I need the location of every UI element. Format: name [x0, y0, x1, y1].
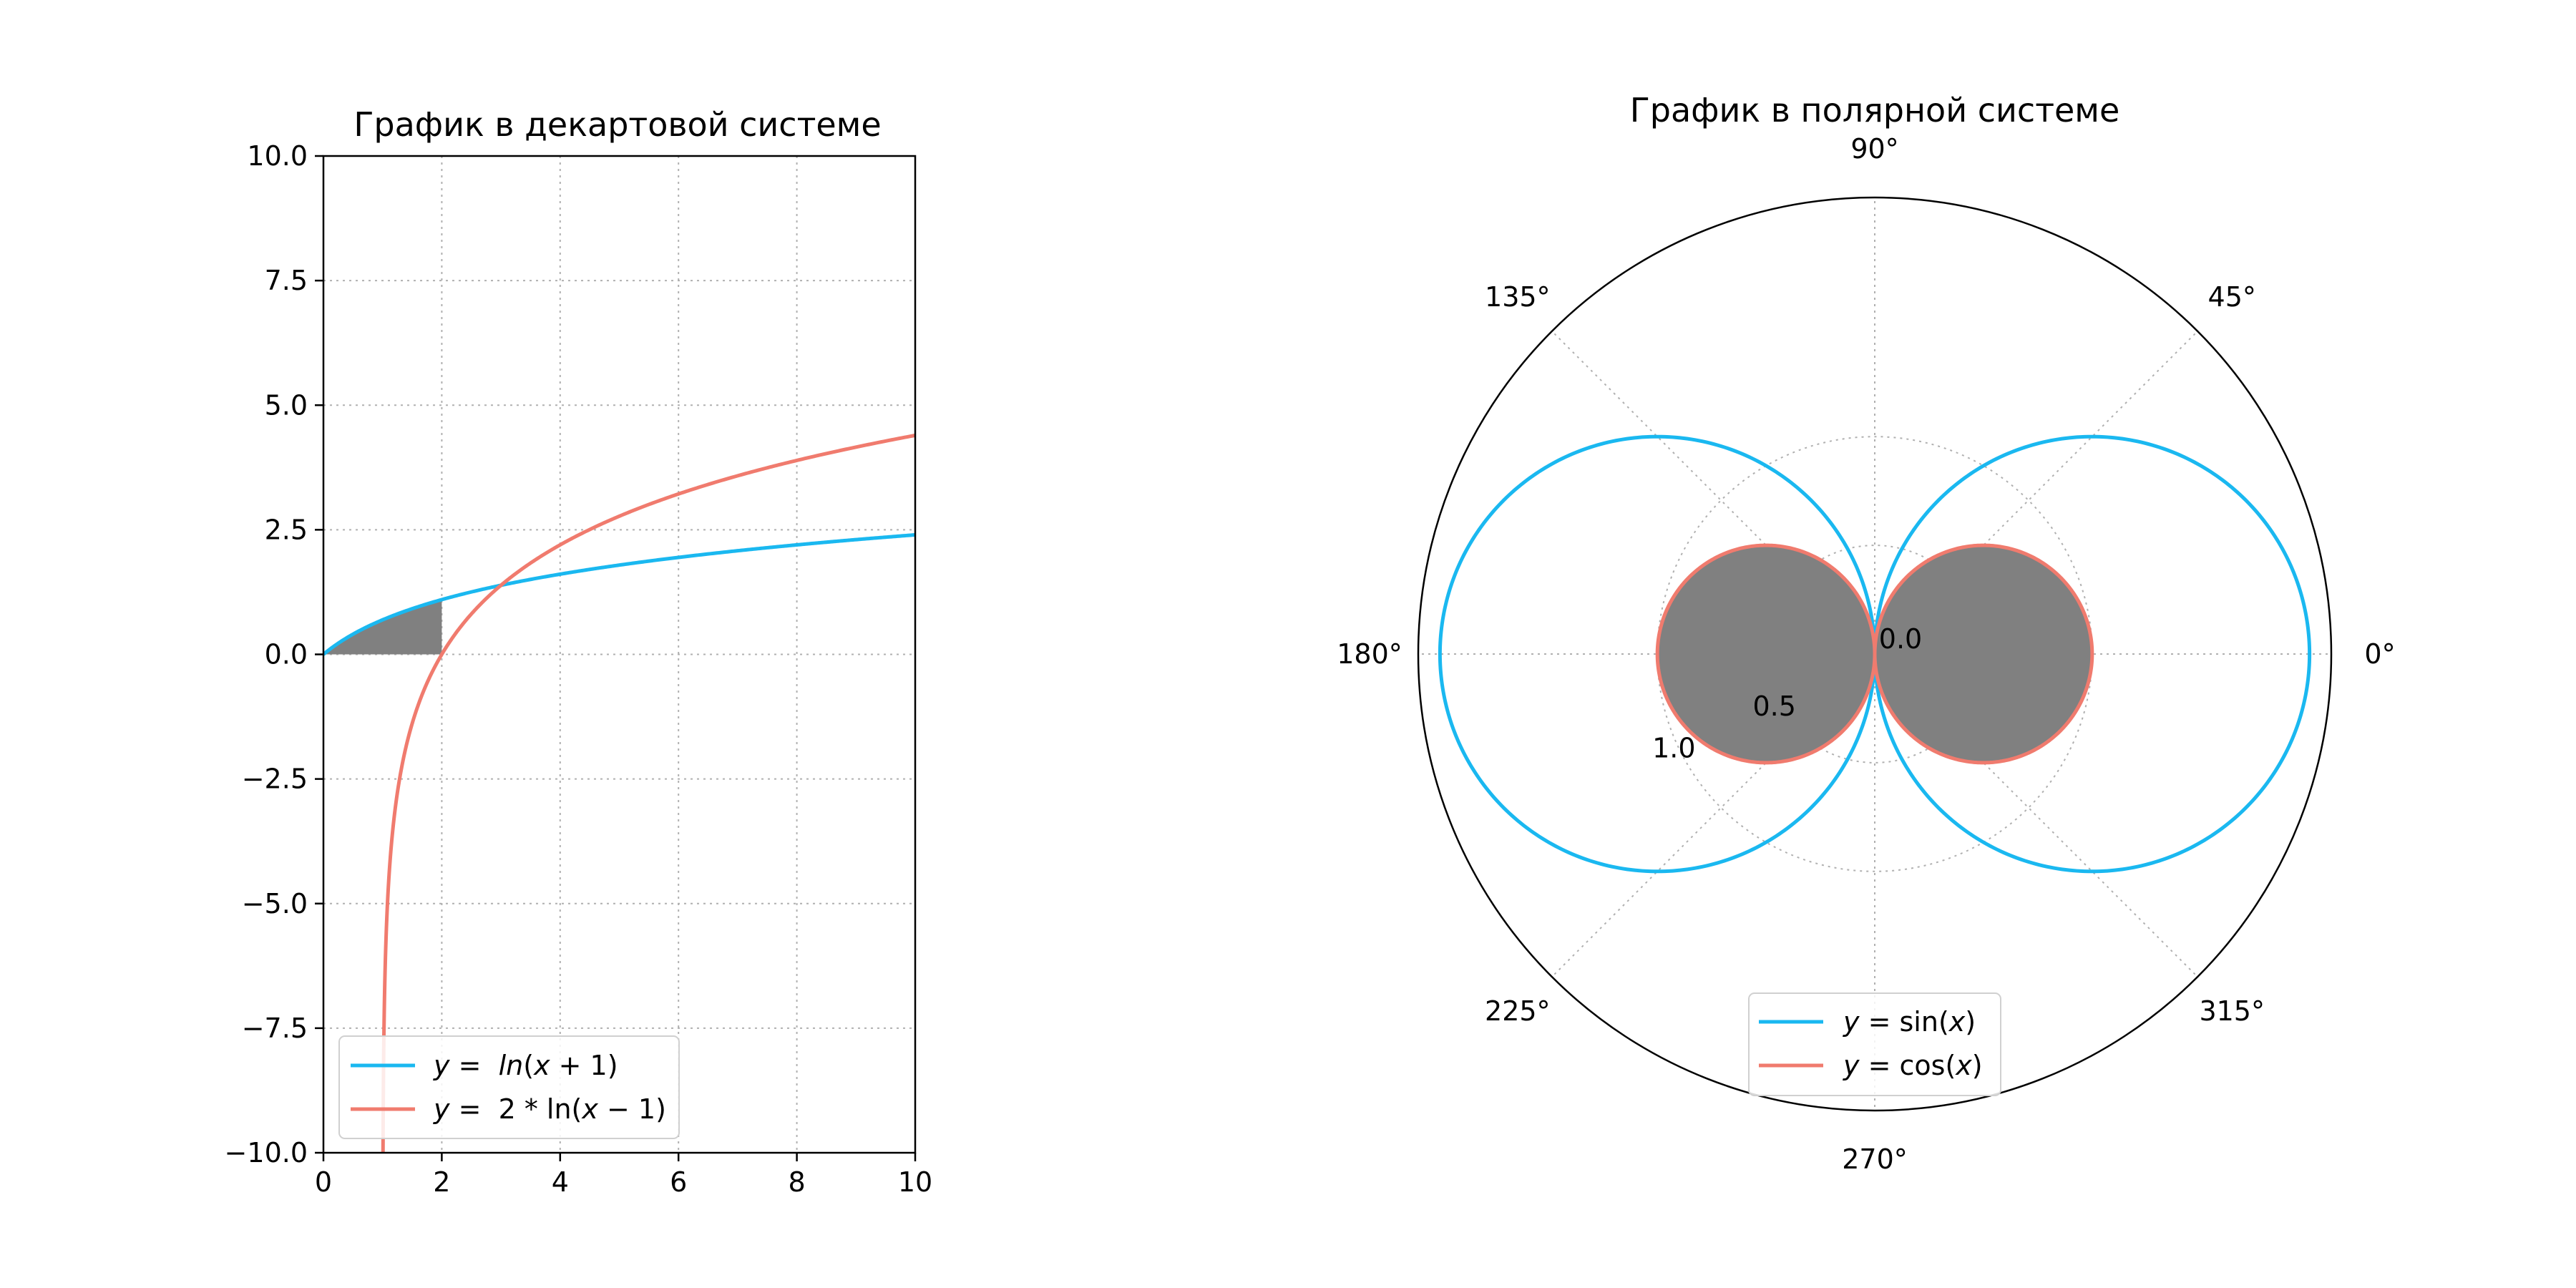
- cartesian-lines: [323, 433, 915, 1153]
- theta-gridline: [1874, 331, 2198, 655]
- legend-label-cos: y = cos(x): [1843, 1050, 1983, 1081]
- theta-tick-label: 0°: [2364, 638, 2395, 670]
- cartesian-chart: График в декартовой системе 0 2 4 6 8 10 −10.0…: [225, 105, 933, 1198]
- y-tick-label: −5.0: [242, 888, 308, 919]
- theta-tick-label: 270°: [1842, 1143, 1908, 1175]
- x-tick-label: 4: [552, 1166, 569, 1198]
- polar-chart: График в полярной системе 0° 45° 90° 135° 18…: [1337, 91, 2395, 1175]
- y-tick-label: −7.5: [242, 1013, 308, 1044]
- y-tick-label: −2.5: [242, 763, 308, 795]
- shaded-area: [323, 599, 442, 655]
- legend-label-sin: y = sin(x): [1843, 1006, 1976, 1038]
- legend-label-ln: y = ln(x + 1): [433, 1050, 618, 1081]
- polar-lines: [1438, 434, 2312, 874]
- r-tick-label: 1.0: [1652, 732, 1695, 763]
- theta-tick-label: 315°: [2199, 995, 2265, 1027]
- y-tick-label: 10.0: [247, 140, 308, 172]
- series-line-1: [381, 433, 915, 1153]
- theta-gridline: [1551, 331, 1875, 655]
- y-tick-label: 7.5: [265, 265, 308, 296]
- r-tick-label: 0.0: [1879, 623, 1922, 655]
- polar-series-line-0: [1438, 434, 2312, 874]
- polar-series-line-1: [1655, 543, 2094, 765]
- y-tick-label: 0.0: [265, 639, 308, 670]
- theta-tick-label: 225°: [1485, 995, 1551, 1027]
- x-tick-label: 2: [433, 1166, 450, 1198]
- cartesian-title: График в декартовой системе: [353, 105, 881, 144]
- polar-ticks: 0° 45° 90° 135° 180° 225° 270° 315° 0.0 0.5 1.0: [1337, 133, 2395, 1175]
- polar-legend: y = sin(x) y = cos(x): [1748, 992, 2001, 1096]
- cartesian-legend-box: [338, 1035, 680, 1139]
- x-tick-label: 6: [670, 1166, 687, 1198]
- theta-tick-label: 135°: [1485, 281, 1551, 313]
- cartesian-legend: y = ln(x + 1) y = 2 * ln(x − 1): [338, 1035, 680, 1139]
- series-line-0: [323, 532, 915, 656]
- y-tick-label: 5.0: [265, 389, 308, 421]
- polar-outer-circle: [1417, 196, 2333, 1112]
- r-tick-label: 0.5: [1752, 691, 1795, 722]
- x-tick-label: 8: [789, 1166, 806, 1198]
- cartesian-ticks: 0 2 4 6 8 10 −10.0 −7.5 −5.0 −2.5 0.0 2.5 5.0 7.5 10.0: [225, 140, 933, 1198]
- x-tick-label: 10: [898, 1166, 932, 1198]
- cartesian-fill-layer: [323, 599, 442, 655]
- polar-legend-box: [1748, 992, 2001, 1096]
- polar-title: График в полярной системе: [1630, 91, 2120, 130]
- theta-tick-label: 180°: [1337, 638, 1402, 670]
- legend-label-2ln: y = 2 * ln(x − 1): [433, 1093, 666, 1125]
- y-tick-label: 2.5: [265, 514, 308, 545]
- x-tick-label: 0: [315, 1166, 332, 1198]
- theta-tick-label: 45°: [2208, 281, 2256, 313]
- theta-tick-label: 90°: [1850, 133, 1898, 165]
- theta-gridline: [1551, 653, 1875, 977]
- y-tick-label: −10.0: [225, 1137, 308, 1169]
- theta-gridline: [1874, 653, 2198, 977]
